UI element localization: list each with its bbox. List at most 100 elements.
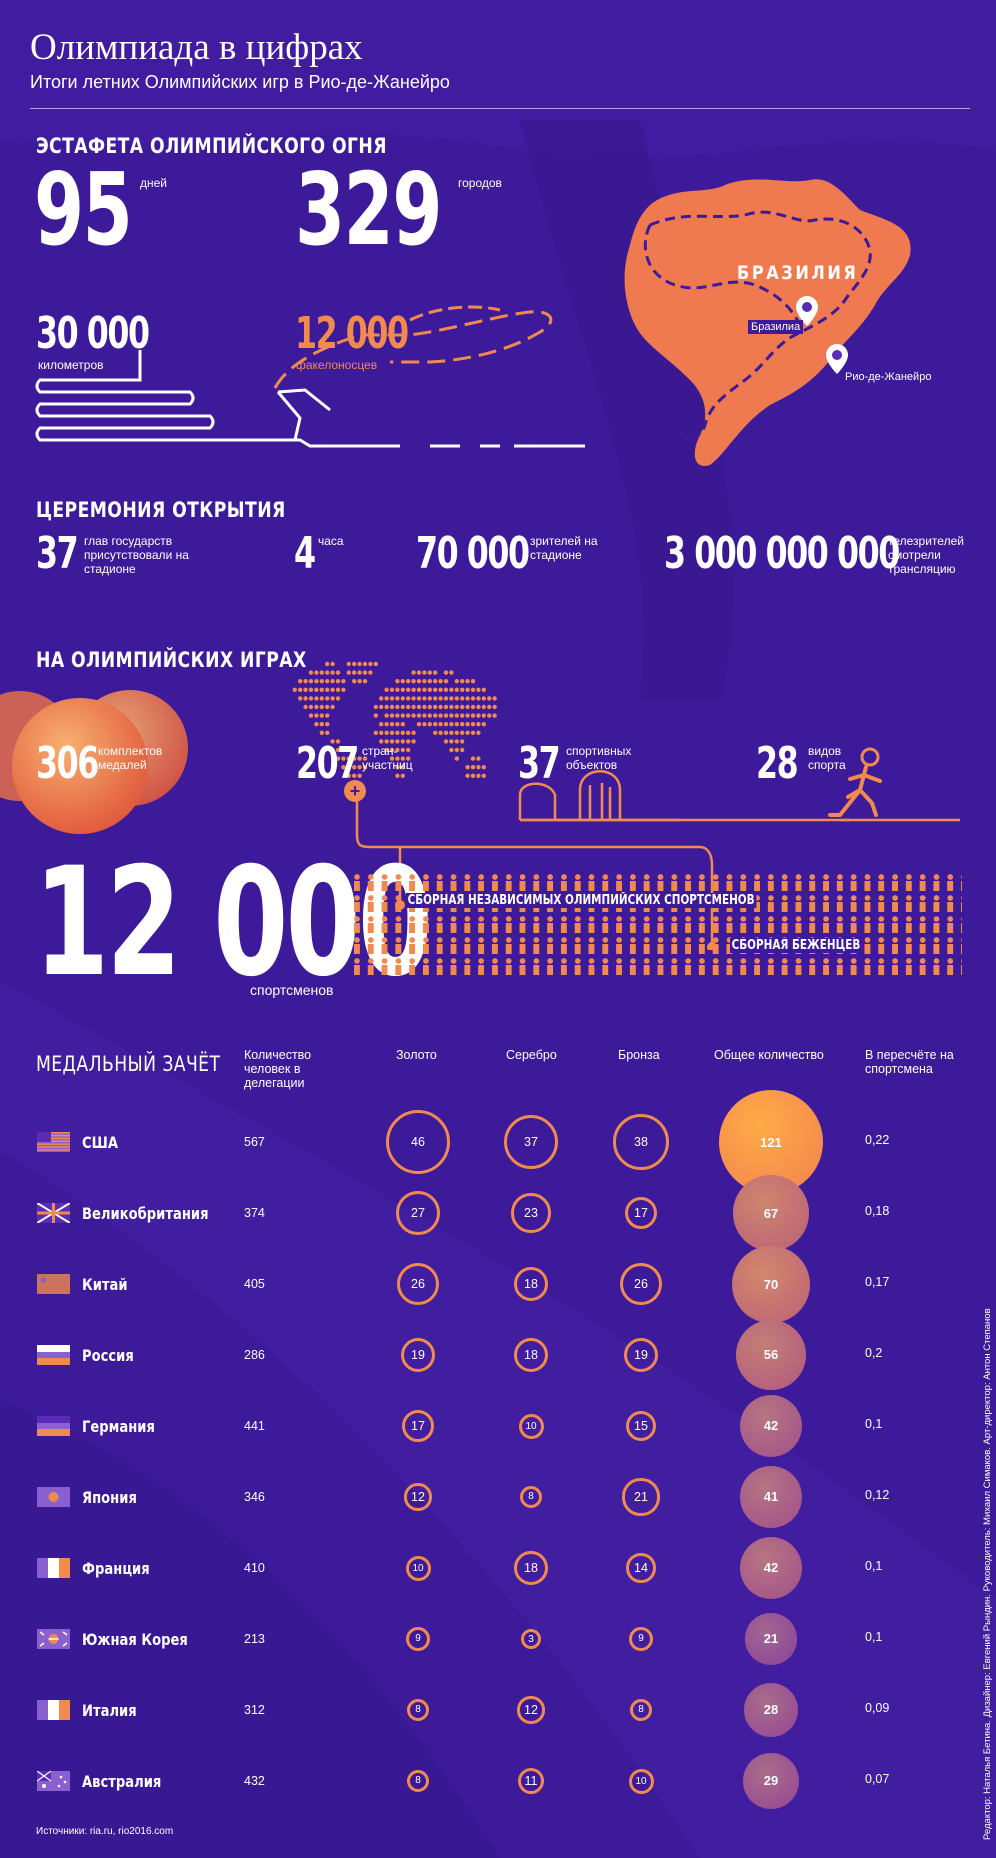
flag-russia-icon <box>37 1345 70 1365</box>
page-subtitle: Итоги летних Олимпийских игр в Рио-де-Жа… <box>30 72 450 92</box>
medals-per-athlete: 0,17 <box>865 1275 890 1289</box>
flag-japan-icon <box>37 1487 70 1507</box>
total-medal-count: 29 <box>743 1753 799 1809</box>
country-name: Великобритания <box>82 1204 209 1223</box>
relay-cities-label: городов <box>458 176 502 190</box>
table-row: Россия 286 19 18 19 56 0,2 <box>0 1320 996 1390</box>
table-row: Южная Корея 213 9 3 9 21 0,1 <box>0 1604 996 1674</box>
total-medal-count: 42 <box>739 1394 803 1458</box>
table-row: Австралия 432 8 11 10 29 0,07 <box>0 1746 996 1816</box>
delegation-size: 213 <box>244 1632 265 1646</box>
country-name: Австралия <box>82 1772 162 1791</box>
ceremony-heads-label: глав государств присутствовали на стадио… <box>84 534 189 576</box>
medal-table-heading: МЕДАЛЬНЫЙ ЗАЧЁТ <box>36 1052 221 1076</box>
gold-medal-count: 26 <box>396 1262 440 1306</box>
athlete-figures-row <box>352 935 962 956</box>
ceremony-spectators-value: 70 000 <box>416 528 530 579</box>
games-venues-label: спортивных объектов <box>566 744 632 772</box>
medal-circles <box>0 690 188 834</box>
credits-note: Редактор: Наталья Бетина. Дизайнер: Евге… <box>982 1308 993 1840</box>
silver-medal-count: 18 <box>514 1551 548 1585</box>
relay-days-label: дней <box>140 176 168 190</box>
total-medal-count: 67 <box>733 1175 809 1251</box>
table-row: Германия 441 17 10 15 42 0,1 <box>0 1391 996 1461</box>
map-pin-rio-icon <box>826 344 848 374</box>
athlete-figures-row <box>352 956 962 977</box>
map-country-label: БРАЗИЛИЯ <box>737 262 859 284</box>
country-name: Германия <box>82 1417 155 1436</box>
team-independent-label: СБОРНАЯ НЕЗАВИСИМЫХ ОЛИМПИЙСКИХ СПОРТСМЕ… <box>406 893 757 908</box>
total-medal-count: 70 <box>732 1245 810 1323</box>
medals-per-athlete: 0,18 <box>865 1204 890 1218</box>
gold-medal-count: 17 <box>401 1409 435 1443</box>
ceremony-spectators-label: зрителей на стадионе <box>530 534 598 562</box>
bronze-medal-count: 38 <box>613 1114 669 1170</box>
ceremony-hours-value: 4 <box>294 528 316 579</box>
silver-medal-count: 3 <box>521 1629 541 1649</box>
map-pin-brasilia-icon <box>796 296 818 326</box>
country-name: Южная Корея <box>82 1630 188 1649</box>
plus-icon: + <box>344 780 366 802</box>
silver-medal-count: 8 <box>519 1485 543 1509</box>
silver-medal-count: 18 <box>514 1267 548 1301</box>
bronze-medal-count: 10 <box>628 1768 654 1794</box>
page-title: Олимпиада в цифрах <box>30 27 363 68</box>
games-athletes-label: спортсменов <box>248 982 336 998</box>
country-name: Франция <box>82 1559 150 1578</box>
gold-medal-count: 8 <box>406 1769 430 1793</box>
country-name: Япония <box>82 1488 137 1507</box>
gold-medal-count: 27 <box>396 1191 440 1235</box>
column-header-total: Общее количество <box>714 1048 824 1062</box>
ceremony-tv-value: 3 000 000 000 <box>664 528 900 579</box>
relay-torch-label: факелоносцев <box>296 358 378 372</box>
table-row: Италия 312 8 12 8 28 0,09 <box>0 1675 996 1745</box>
flag-china-icon <box>37 1274 70 1294</box>
games-heading: НА ОЛИМПИЙСКИХ ИГРАХ <box>36 648 307 672</box>
flag-france-icon <box>37 1558 70 1578</box>
bronze-medal-count: 14 <box>626 1553 656 1583</box>
table-row: Великобритания 374 27 23 17 67 0,18 <box>0 1175 996 1251</box>
games-sports-label: видов спорта <box>808 744 846 772</box>
country-name: США <box>82 1133 118 1152</box>
delegation-size: 405 <box>244 1277 265 1291</box>
medals-per-athlete: 0,12 <box>865 1488 890 1502</box>
flag-uk-icon <box>36 1202 71 1224</box>
city-skyline-icon <box>300 254 460 284</box>
table-row: США 567 46 37 38 121 0,22 <box>0 1090 996 1194</box>
silver-medal-count: 37 <box>503 1114 559 1170</box>
games-sports-value: 28 <box>756 738 799 789</box>
silver-medal-count: 12 <box>517 1696 545 1724</box>
delegation-size: 346 <box>244 1490 265 1504</box>
relay-heading: ЭСТАФЕТА ОЛИМПИЙСКОГО ОГНЯ <box>36 134 387 158</box>
delegation-size: 374 <box>244 1206 265 1220</box>
team-refugee-label: СБОРНАЯ БЕЖЕНЦЕВ <box>730 938 862 953</box>
gold-medal-count: 8 <box>406 1698 430 1722</box>
silver-medal-count: 23 <box>511 1193 551 1233</box>
delegation-size: 432 <box>244 1774 265 1788</box>
delegation-size: 441 <box>244 1419 265 1433</box>
ceremony-heads-value: 37 <box>36 528 79 579</box>
country-name: Италия <box>82 1701 137 1720</box>
flag-korea-icon <box>37 1629 70 1649</box>
flag-usa-icon <box>37 1132 70 1152</box>
medals-per-athlete: 0,2 <box>865 1346 883 1360</box>
bronze-medal-count: 15 <box>625 1410 657 1442</box>
games-countries-value: 207 <box>296 738 359 789</box>
sources-note: Источники: ria.ru, rio2016.com <box>36 1826 174 1837</box>
ceremony-heading: ЦЕРЕМОНИЯ ОТКРЫТИЯ <box>36 498 286 522</box>
table-row: Китай 405 26 18 26 70 0,17 <box>0 1245 996 1323</box>
flag-germany-icon <box>37 1416 70 1436</box>
games-connector-lines <box>355 747 960 950</box>
gold-medal-count: 9 <box>406 1627 430 1651</box>
world-map-dots <box>292 661 497 787</box>
gold-medal-count: 19 <box>400 1337 436 1373</box>
column-header-gold: Золото <box>396 1048 437 1062</box>
delegation-size: 410 <box>244 1561 265 1575</box>
flag-australia-icon <box>36 1770 70 1791</box>
bronze-medal-count: 19 <box>623 1337 659 1373</box>
medals-per-athlete: 0,1 <box>865 1559 883 1573</box>
bronze-medal-count: 8 <box>629 1698 653 1722</box>
flag-italy-icon <box>37 1700 70 1720</box>
bronze-medal-count: 17 <box>624 1196 658 1230</box>
silver-medal-count: 10 <box>518 1413 544 1439</box>
